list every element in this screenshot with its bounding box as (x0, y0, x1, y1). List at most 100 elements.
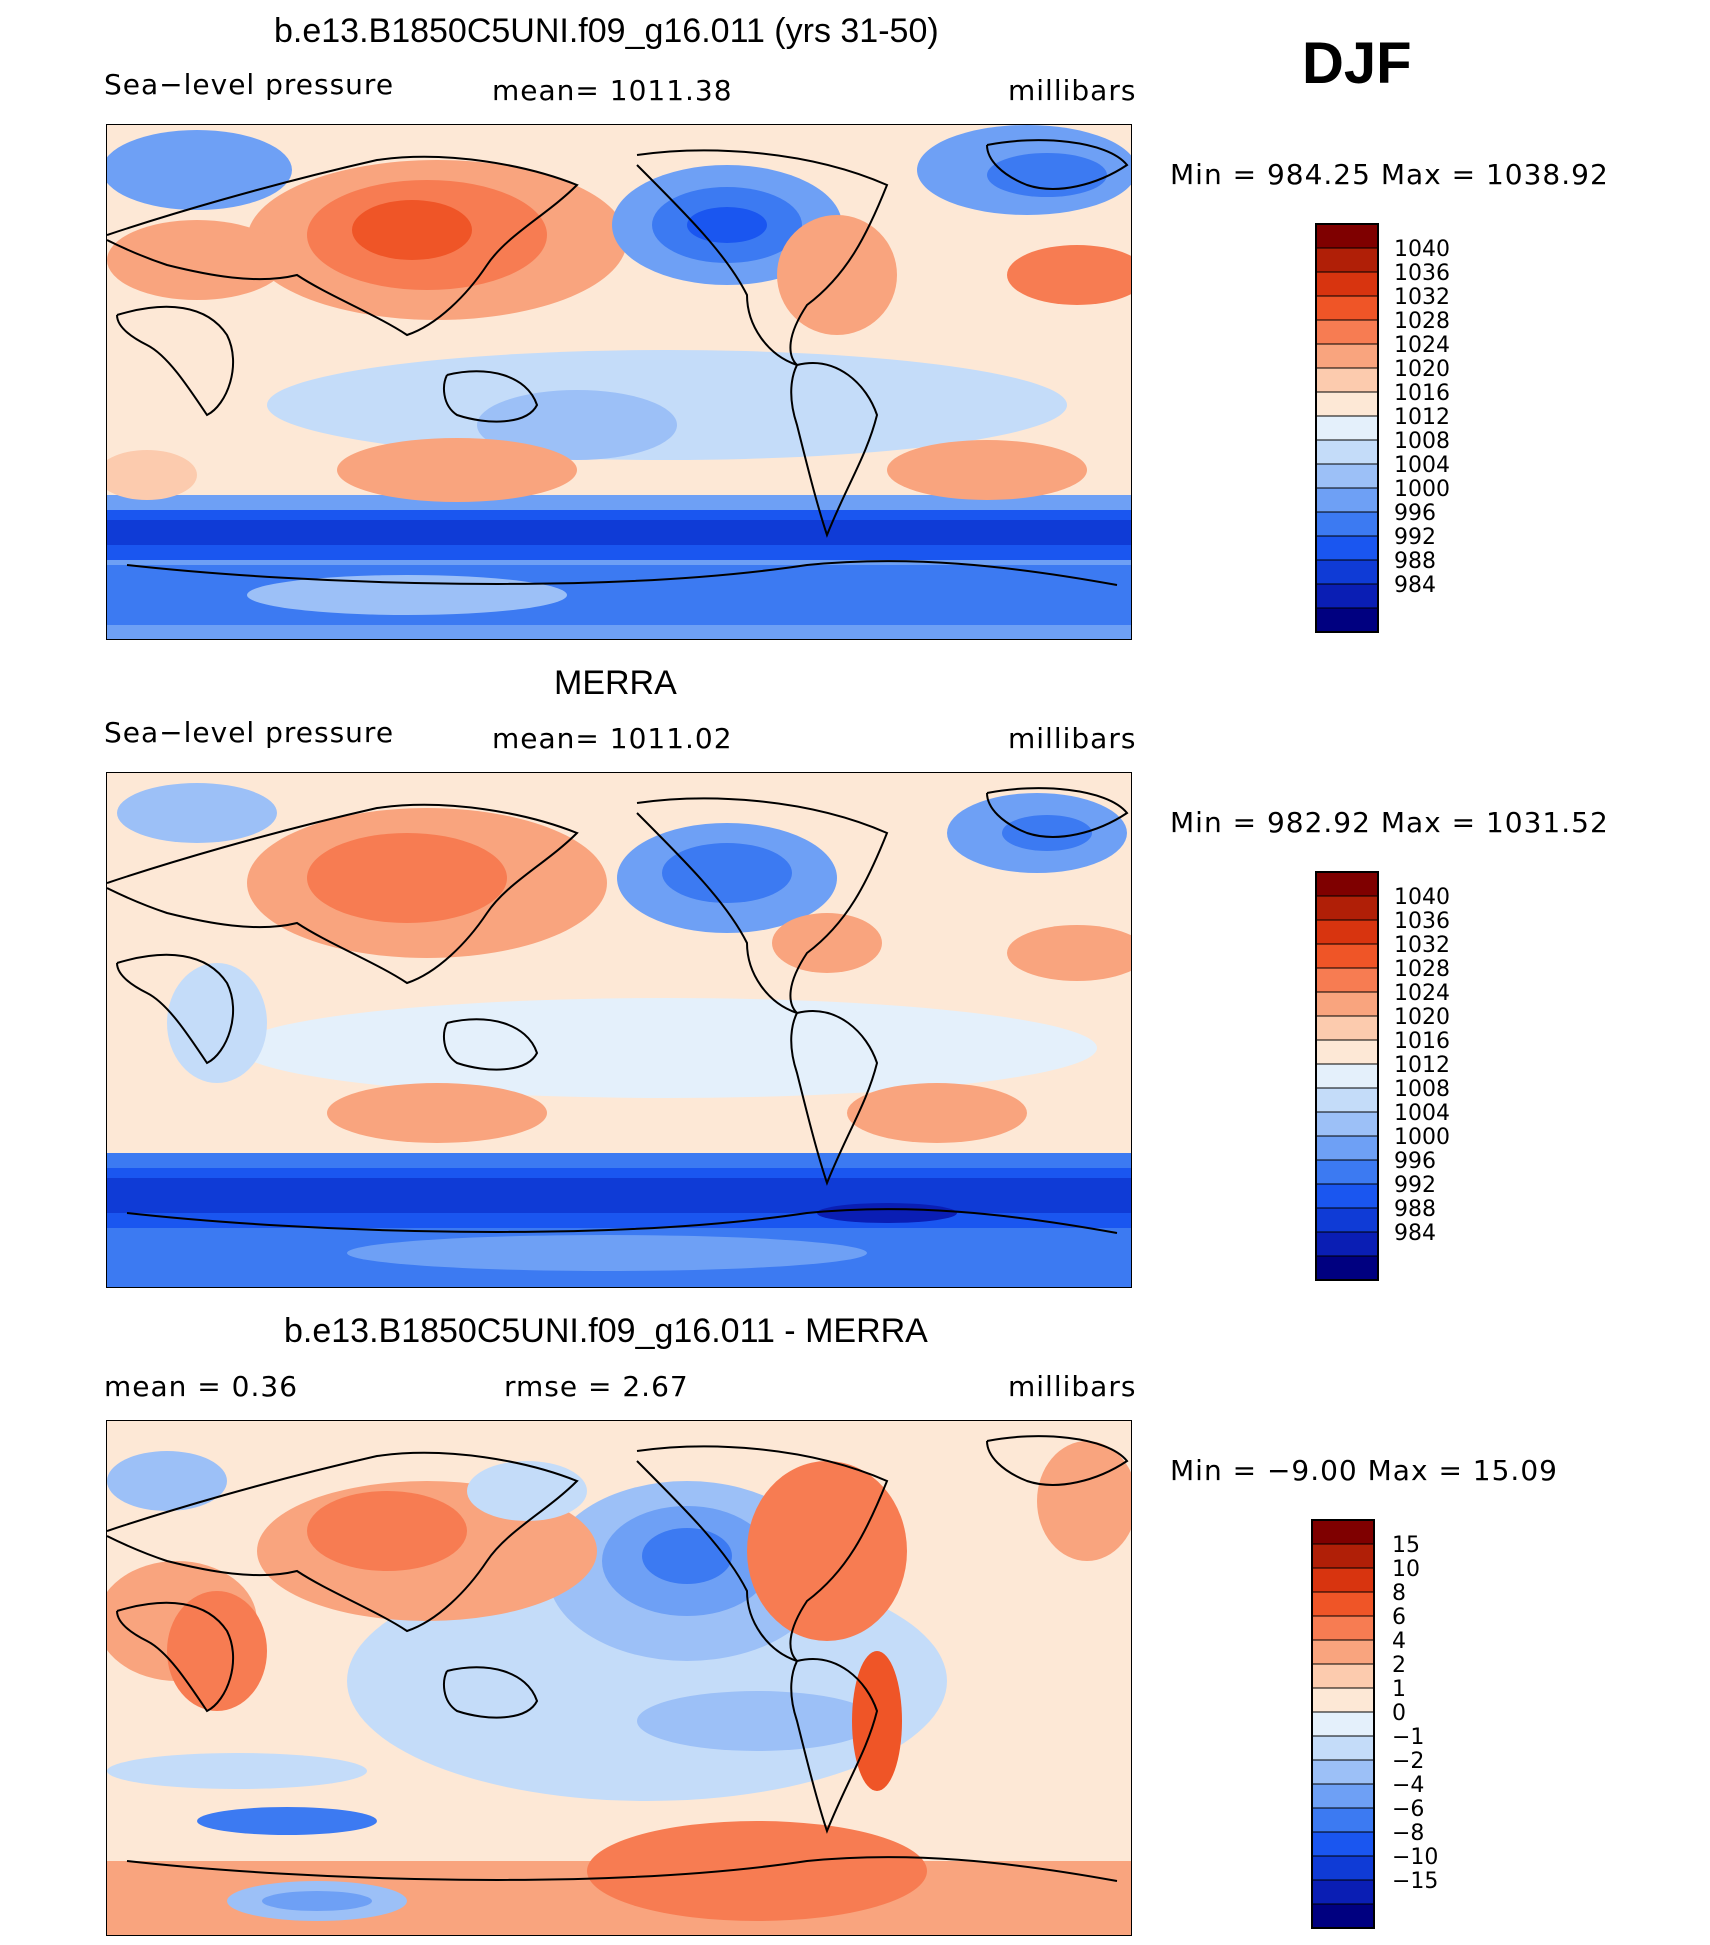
colorbar-box (1315, 967, 1379, 993)
colorbar-box (1315, 991, 1379, 1017)
colorbar-tick-label: −15 (1392, 1869, 1438, 1894)
colorbar-box (1315, 1255, 1379, 1281)
colorbar-tick-label: 4 (1392, 1629, 1406, 1654)
colorbar-box (1311, 1615, 1375, 1641)
colorbar-tick-label: 1004 (1394, 1101, 1450, 1126)
panel1-colorbar-labels: 1040 1036 1032 1028 1024 1020 1016 1012 1008 1004… (1394, 224, 1514, 649)
colorbar-outline (1311, 1519, 1375, 1929)
panel3-map-svg (107, 1421, 1131, 1935)
colorbar-tick-label: −6 (1392, 1797, 1424, 1822)
colorbar-tick-label: 1040 (1394, 885, 1450, 910)
colorbar-tick-label: 1040 (1394, 237, 1450, 262)
panel2-center-label: mean= 1011.02 (492, 722, 733, 755)
colorbar-tick-label: 984 (1394, 573, 1436, 598)
colorbar-tick-label: 1024 (1394, 981, 1450, 1006)
panel2-title: MERRA (554, 664, 677, 702)
panel1-minmax: Min = 984.25 Max = 1038.92 (1170, 158, 1609, 191)
colorbar-tick-label: 1020 (1394, 357, 1450, 382)
colorbar-tick-label: −2 (1392, 1749, 1424, 1774)
colorbar-box (1315, 1111, 1379, 1137)
colorbar-box (1315, 943, 1379, 969)
colorbar-tick-label: 15 (1392, 1533, 1420, 1558)
colorbar-box (1315, 319, 1379, 345)
colorbar-box (1311, 1735, 1375, 1761)
colorbar-tick-label: 1012 (1394, 405, 1450, 430)
panel3-colorbar-svg (1311, 1519, 1375, 1929)
colorbar-box (1315, 295, 1379, 321)
colorbar-box (1315, 607, 1379, 633)
colorbar-tick-label: 984 (1394, 1221, 1436, 1246)
colorbar-tick-label: 1016 (1394, 1029, 1450, 1054)
colorbar-tick-label: 10 (1392, 1557, 1420, 1582)
panel3-colorbar (1311, 1519, 1375, 1929)
colorbar-tick-label: 996 (1394, 501, 1436, 526)
colorbar-box (1311, 1567, 1375, 1593)
colorbar-box (1315, 895, 1379, 921)
colorbar-box (1315, 1135, 1379, 1161)
colorbar-box (1315, 247, 1379, 273)
colorbar-box (1315, 439, 1379, 465)
colorbar-tick-label: 1016 (1394, 381, 1450, 406)
colorbar-tick-label: 1 (1392, 1677, 1406, 1702)
panel2-colorbar (1315, 871, 1379, 1281)
panel3-map (106, 1420, 1132, 1936)
colorbar-outline (1315, 871, 1379, 1281)
colorbar-tick-label: 992 (1394, 1173, 1436, 1198)
colorbar-box (1315, 535, 1379, 561)
colorbar-box (1315, 1183, 1379, 1209)
panel1-colorbar (1315, 223, 1379, 633)
panel1-title: b.e13.B1850C5UNI.f09_g16.011 (yrs 31-50) (274, 12, 939, 50)
colorbar-box (1315, 367, 1379, 393)
colorbar-tick-label: 0 (1392, 1701, 1406, 1726)
colorbar-box (1311, 1903, 1375, 1929)
panel3-units: millibars (1008, 1370, 1137, 1403)
colorbar-tick-label: 1036 (1394, 909, 1450, 934)
colorbar-box (1315, 919, 1379, 945)
colorbar-tick-label: −1 (1392, 1725, 1424, 1750)
colorbar-box (1311, 1759, 1375, 1785)
colorbar-box (1311, 1543, 1375, 1569)
colorbar-box (1311, 1639, 1375, 1665)
panel3-colorbar-labels: 15 10 8 6 4 2 1 0 −1 −2 −4 −6 −8 −10 −15 (1392, 1520, 1512, 1945)
colorbar-tick-label: −10 (1392, 1845, 1438, 1870)
panel2-colorbar-labels: 1040 1036 1032 1028 1024 1020 1016 1012 1008 1004… (1394, 872, 1514, 1297)
panel3-left-label: mean = 0.36 (104, 1370, 299, 1403)
colorbar-box (1315, 1087, 1379, 1113)
panel2-map-svg (107, 773, 1131, 1287)
colorbar-tick-label: 1020 (1394, 1005, 1450, 1030)
colorbar-tick-label: 1028 (1394, 309, 1450, 334)
colorbar-box (1311, 1711, 1375, 1737)
season-label: DJF (1302, 31, 1412, 96)
colorbar-tick-label: 988 (1394, 1197, 1436, 1222)
colorbar-tick-label: 992 (1394, 525, 1436, 550)
colorbar-box (1315, 391, 1379, 417)
panel1-units: millibars (1008, 74, 1137, 107)
colorbar-tick-label: 6 (1392, 1605, 1406, 1630)
colorbar-tick-label: 1032 (1394, 285, 1450, 310)
colorbar-tick-label: 1032 (1394, 933, 1450, 958)
colorbar-tick-label: 1028 (1394, 957, 1450, 982)
colorbar-box (1315, 487, 1379, 513)
colorbar-tick-label: 1008 (1394, 429, 1450, 454)
panel2-colorbar-svg (1315, 871, 1379, 1281)
colorbar-box (1311, 1591, 1375, 1617)
colorbar-tick-label: 996 (1394, 1149, 1436, 1174)
panel1-center-label: mean= 1011.38 (492, 74, 733, 107)
panel1-map-svg (107, 125, 1131, 639)
colorbar-tick-label: 1036 (1394, 261, 1450, 286)
colorbar-box (1311, 1855, 1375, 1881)
colorbar-tick-label: 1008 (1394, 1077, 1450, 1102)
colorbar-tick-label: 1000 (1394, 477, 1450, 502)
panel2-colorbar-labels-svg: 1040103610321028102410201016101210081004… (1394, 885, 1450, 1246)
colorbar-tick-label: 1000 (1394, 1125, 1450, 1150)
panel3-center-label: rmse = 2.67 (504, 1370, 689, 1403)
colorbar-box (1315, 271, 1379, 297)
colorbar-tick-label: −8 (1392, 1821, 1424, 1846)
colorbar-tick-label: 2 (1392, 1653, 1406, 1678)
colorbar-box (1315, 511, 1379, 537)
colorbar-box (1311, 1783, 1375, 1809)
colorbar-tick-label: 1012 (1394, 1053, 1450, 1078)
panel2-minmax: Min = 982.92 Max = 1031.52 (1170, 806, 1609, 839)
colorbar-box (1315, 559, 1379, 585)
